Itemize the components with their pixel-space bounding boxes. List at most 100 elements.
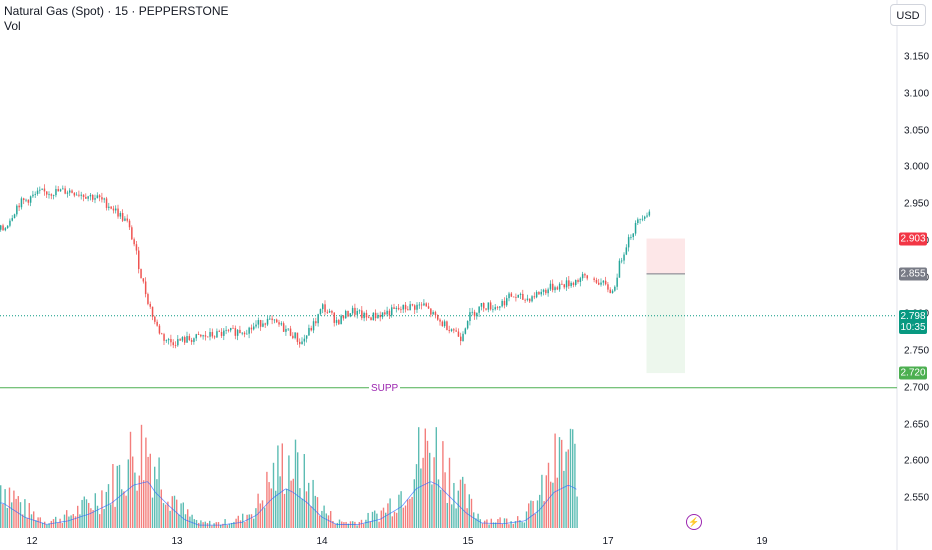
candle-body xyxy=(363,312,365,319)
volume-bar xyxy=(486,519,488,528)
candle-body xyxy=(496,307,499,309)
candle-body xyxy=(55,189,57,196)
candle-body xyxy=(110,206,112,209)
target-price-label: 2.720 xyxy=(899,366,927,380)
candle-body xyxy=(89,194,92,197)
candle-body xyxy=(204,335,207,337)
candle-body xyxy=(568,280,570,287)
candle-body xyxy=(340,315,342,325)
volume-bar xyxy=(321,510,323,528)
candle-body xyxy=(561,283,563,285)
candle-body xyxy=(432,312,434,315)
candle-body xyxy=(305,335,308,339)
candle-body xyxy=(404,304,407,310)
volume-bar xyxy=(382,507,385,528)
volume-bar xyxy=(167,501,169,528)
volume-bar xyxy=(481,523,484,528)
candle-body xyxy=(402,304,404,310)
volume-bar xyxy=(567,449,569,528)
candle-body xyxy=(598,282,600,285)
candle-body xyxy=(595,279,598,283)
candle-body xyxy=(73,192,76,196)
candle-body xyxy=(170,339,172,343)
candle-body xyxy=(443,321,446,327)
candle-body xyxy=(142,278,145,282)
candle-body xyxy=(634,223,637,234)
candle-body xyxy=(485,308,487,310)
volume-bar xyxy=(123,491,125,528)
candle-body xyxy=(604,280,607,285)
currency-button[interactable]: USD xyxy=(890,4,926,26)
candle-body xyxy=(276,319,278,323)
volume-bar xyxy=(15,498,17,528)
candle-body xyxy=(614,286,616,291)
candle-body xyxy=(368,317,370,319)
candle-body xyxy=(395,307,398,309)
volume-bar xyxy=(57,522,59,528)
volume-bar xyxy=(46,524,48,528)
candle-body xyxy=(379,314,381,318)
volume-bar xyxy=(184,514,187,528)
candle-body xyxy=(388,310,391,316)
volume-bar xyxy=(8,487,11,528)
candle-body xyxy=(319,309,322,315)
candle-body xyxy=(577,280,579,282)
candle-body xyxy=(315,321,317,324)
candle-body xyxy=(549,283,552,290)
candle-body xyxy=(317,314,319,324)
stop-price-label: 2.903 xyxy=(899,232,927,246)
volume-bar xyxy=(391,516,393,528)
candle-body xyxy=(374,312,377,319)
volume-bar xyxy=(246,514,248,528)
x-tick-label: 13 xyxy=(171,536,183,547)
candle-body xyxy=(96,195,99,199)
volume-bar xyxy=(200,520,202,528)
candle-body xyxy=(462,333,464,341)
candle-body xyxy=(552,283,554,291)
volume-bar xyxy=(415,464,418,528)
volume-bar xyxy=(433,457,435,528)
candle-body xyxy=(108,206,110,208)
volume-bar xyxy=(536,500,539,528)
candle-body xyxy=(197,334,200,336)
volume-bar xyxy=(446,502,448,528)
volume-bar xyxy=(286,488,288,528)
volume-bar xyxy=(510,521,512,528)
volume-bar xyxy=(393,511,396,528)
candle-body xyxy=(517,294,519,298)
y-tick-label: 2.750 xyxy=(904,345,930,357)
volume-bar xyxy=(182,502,184,528)
volume-bar xyxy=(2,504,4,528)
volume-bar xyxy=(319,515,321,528)
candle-body xyxy=(393,307,395,309)
candle-body xyxy=(172,342,174,346)
candle-body xyxy=(292,335,294,339)
lightning-icon[interactable]: ⚡ xyxy=(686,514,702,530)
candle-body xyxy=(13,214,16,219)
volume-bar xyxy=(79,514,81,528)
volume-bar xyxy=(479,519,481,528)
volume-bar xyxy=(211,525,213,528)
candle-body xyxy=(423,303,425,306)
volume-bar xyxy=(11,502,13,528)
volume-bar xyxy=(255,508,257,528)
volume-bar xyxy=(259,503,261,528)
candle-body xyxy=(558,283,561,290)
volume-bar xyxy=(132,456,134,528)
volume-bar xyxy=(281,443,283,528)
volume-bar xyxy=(385,512,387,528)
candle-body xyxy=(347,310,349,317)
candle-body xyxy=(312,321,315,331)
volume-bar xyxy=(268,482,270,528)
candle-body xyxy=(526,298,529,301)
volume-bar xyxy=(233,521,235,528)
candle-body xyxy=(480,302,483,307)
candle-body xyxy=(131,227,133,240)
volume-bar xyxy=(266,471,268,528)
volume-bar xyxy=(521,521,523,528)
volume-bar xyxy=(66,510,68,528)
volume-bar xyxy=(413,479,415,528)
volume-bar xyxy=(220,524,222,528)
candle-body xyxy=(119,213,122,217)
